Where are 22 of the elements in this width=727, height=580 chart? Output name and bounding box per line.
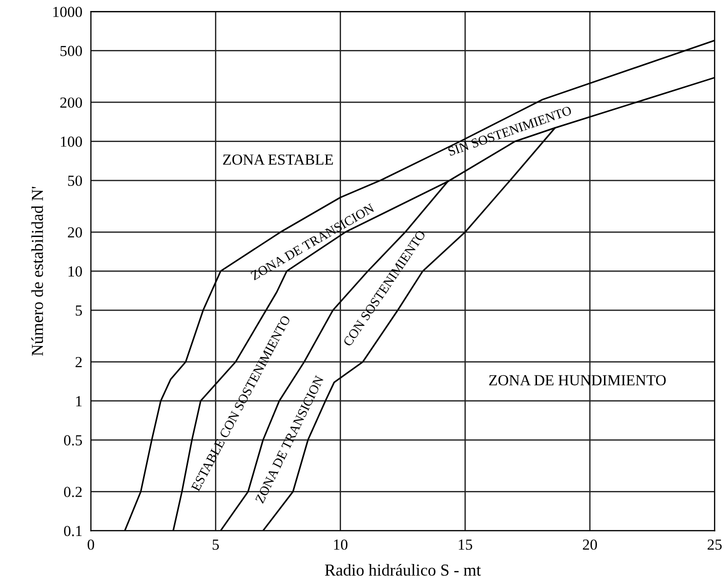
- y-tick-label: 2: [76, 357, 82, 368]
- x-tick-label: 5: [212, 540, 219, 550]
- x-tick-label: 20: [582, 539, 597, 550]
- y-tick-label: 100: [60, 136, 82, 147]
- y-tick-label: 50: [68, 176, 82, 186]
- y-tick-label: 500: [60, 46, 82, 56]
- y-tick-label: 20: [68, 227, 82, 238]
- y-tick-label: 0.2: [64, 486, 82, 498]
- annotation: ZONA ESTABLE: [223, 154, 333, 165]
- y-tick-label: 1000: [53, 6, 82, 18]
- x-axis-title: Radio hidráulico S - mt: [325, 564, 481, 576]
- x-tick-label: 10: [334, 539, 348, 550]
- x-tick-label: 0: [88, 539, 94, 550]
- y-tick-label: 5: [76, 306, 82, 316]
- y-tick-label: 10: [68, 266, 82, 277]
- y-tick-label: 200: [60, 97, 82, 108]
- y-tick-label: 0.5: [64, 435, 82, 446]
- x-tick-label: 25: [708, 540, 722, 550]
- x-tick-label: 15: [458, 540, 472, 550]
- y-axis-title: Número de estabilidad N': [31, 186, 44, 356]
- y-tick-label: 0.1: [64, 526, 82, 536]
- y-tick-label: 1: [76, 396, 82, 406]
